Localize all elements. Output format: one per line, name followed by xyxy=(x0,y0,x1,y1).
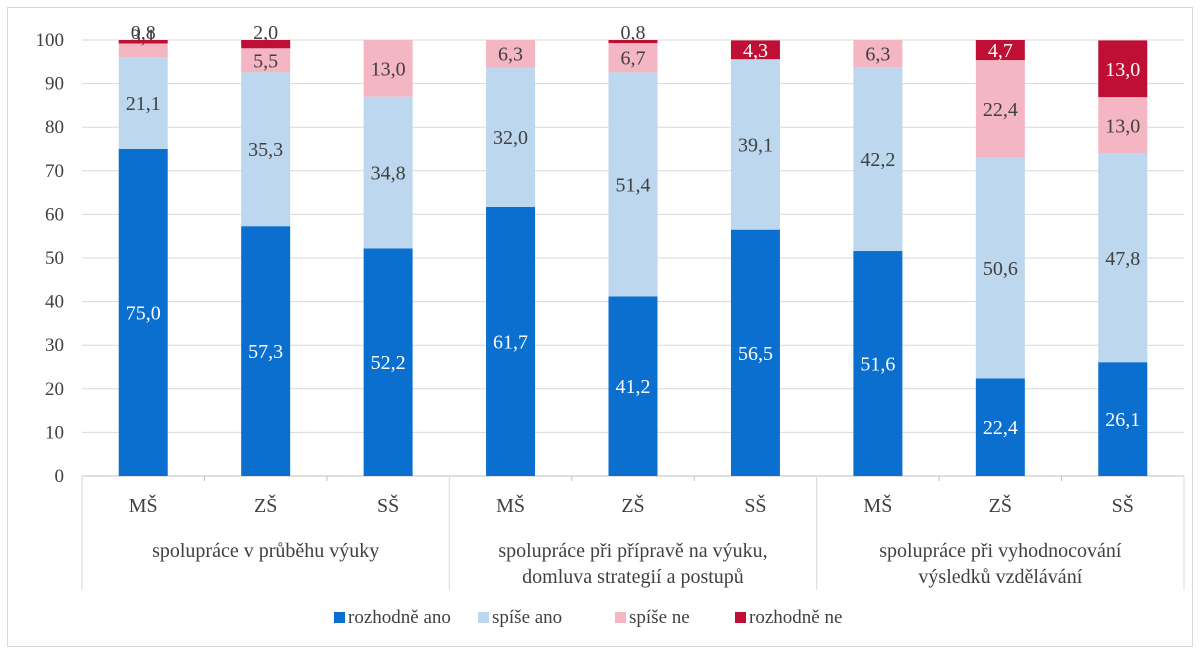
legend-swatch xyxy=(615,612,626,623)
x-category-label: SŠ xyxy=(377,493,399,517)
bar-segment xyxy=(241,226,291,476)
bar-segment xyxy=(486,40,536,68)
data-label: 35,3 xyxy=(248,139,283,161)
y-tick-label: 0 xyxy=(55,466,65,487)
group-label: výsledků vzdělávání xyxy=(918,566,1082,588)
group-label: domluva strategií a postupů xyxy=(522,566,744,588)
bar-segment xyxy=(118,57,168,150)
data-label: 4,3 xyxy=(743,40,768,62)
data-label: 61,7 xyxy=(493,331,528,353)
bar-segment xyxy=(486,67,536,207)
bar-segment xyxy=(486,206,536,476)
bar-segment xyxy=(853,251,903,476)
bar-segment xyxy=(118,40,168,44)
data-label: 13,0 xyxy=(1105,115,1140,137)
bar-segment xyxy=(118,149,168,476)
x-category-label: SŠ xyxy=(744,493,766,517)
data-label: 56,5 xyxy=(738,343,773,365)
data-label: 42,2 xyxy=(860,149,895,171)
data-label: 13,0 xyxy=(371,58,406,80)
x-category-label: ZŠ xyxy=(621,493,644,517)
y-tick-label: 50 xyxy=(45,248,64,269)
bar-segment xyxy=(608,72,658,297)
legend-swatch xyxy=(334,612,345,623)
x-category-label: MŠ xyxy=(129,493,158,517)
bar-segment xyxy=(118,43,168,58)
y-tick-label: 100 xyxy=(36,30,65,51)
legend-label: rozhodně ano xyxy=(348,607,451,628)
y-tick-label: 70 xyxy=(45,161,64,182)
data-label: 39,1 xyxy=(738,134,773,156)
y-tick-label: 90 xyxy=(45,74,64,95)
bar-segment xyxy=(363,96,413,249)
bar-segment xyxy=(975,40,1025,61)
bar-segment xyxy=(241,72,291,227)
data-label: 21,1 xyxy=(126,93,161,115)
x-category-label: MŠ xyxy=(863,493,892,517)
data-label: 6,3 xyxy=(865,44,890,66)
bar-segment xyxy=(730,40,780,60)
bar-segment xyxy=(730,229,780,476)
data-label: 0,8 xyxy=(131,22,156,44)
legend-swatch xyxy=(478,612,489,623)
bar-segment xyxy=(730,59,780,230)
data-label: 57,3 xyxy=(248,341,283,363)
bar-segment xyxy=(975,157,1025,379)
data-label: 22,4 xyxy=(983,99,1018,121)
bar-segment xyxy=(241,48,291,73)
data-label: 0,8 xyxy=(621,22,646,44)
data-label: 50,6 xyxy=(983,258,1018,280)
y-tick-label: 40 xyxy=(45,292,64,313)
x-category-label: ZŠ xyxy=(989,493,1012,517)
bar-segment xyxy=(363,248,413,476)
data-label: 4,7 xyxy=(988,40,1013,62)
data-label: 32,0 xyxy=(493,127,528,149)
bar-segment xyxy=(1098,153,1148,363)
data-label: 47,8 xyxy=(1105,248,1140,270)
group-label: spolupráce při přípravě na výuku, xyxy=(498,540,767,562)
y-tick-label: 60 xyxy=(45,204,64,225)
data-label: 13,0 xyxy=(1105,59,1140,81)
data-label: 75,0 xyxy=(126,303,161,325)
y-tick-label: 80 xyxy=(45,117,64,138)
legend-swatch xyxy=(735,612,746,623)
group-label: spolupráce v průběhu výuky xyxy=(152,540,379,562)
y-tick-label: 30 xyxy=(45,335,64,356)
x-category-label: MŠ xyxy=(496,493,525,517)
legend-label: spíše ne xyxy=(629,607,690,628)
y-tick-label: 10 xyxy=(45,422,64,443)
y-tick-label: 20 xyxy=(45,379,64,400)
data-label: 2,0 xyxy=(253,22,278,44)
bar-segment xyxy=(1098,362,1148,476)
bar-segment xyxy=(853,40,903,68)
x-category-label: SŠ xyxy=(1112,493,1134,517)
bar-segment xyxy=(241,40,291,49)
data-label: 22,4 xyxy=(983,417,1018,439)
bar-segment xyxy=(975,60,1025,158)
legend-label: rozhodně ne xyxy=(749,607,842,628)
data-label: 6,7 xyxy=(621,48,646,70)
data-label: 41,2 xyxy=(616,376,651,398)
bar-segment xyxy=(975,378,1025,476)
data-label: 34,8 xyxy=(371,163,406,185)
bar-segment xyxy=(1098,40,1148,98)
data-label: 6,3 xyxy=(498,44,523,66)
bar-segment xyxy=(1098,97,1148,154)
bar-segment xyxy=(608,40,658,44)
bar-segment xyxy=(853,67,903,252)
data-label: 52,2 xyxy=(371,352,406,374)
bar-segment xyxy=(608,43,658,73)
data-label: 51,6 xyxy=(860,354,895,376)
data-label: 51,4 xyxy=(616,174,651,196)
data-label: 5,5 xyxy=(253,50,278,72)
x-category-label: ZŠ xyxy=(254,493,277,517)
bar-segment xyxy=(608,296,658,476)
data-label: 26,1 xyxy=(1105,409,1140,431)
bar-segment xyxy=(363,40,413,97)
legend-label: spíše ano xyxy=(492,607,562,628)
group-label: spolupráce při vyhodnocování xyxy=(879,540,1122,562)
